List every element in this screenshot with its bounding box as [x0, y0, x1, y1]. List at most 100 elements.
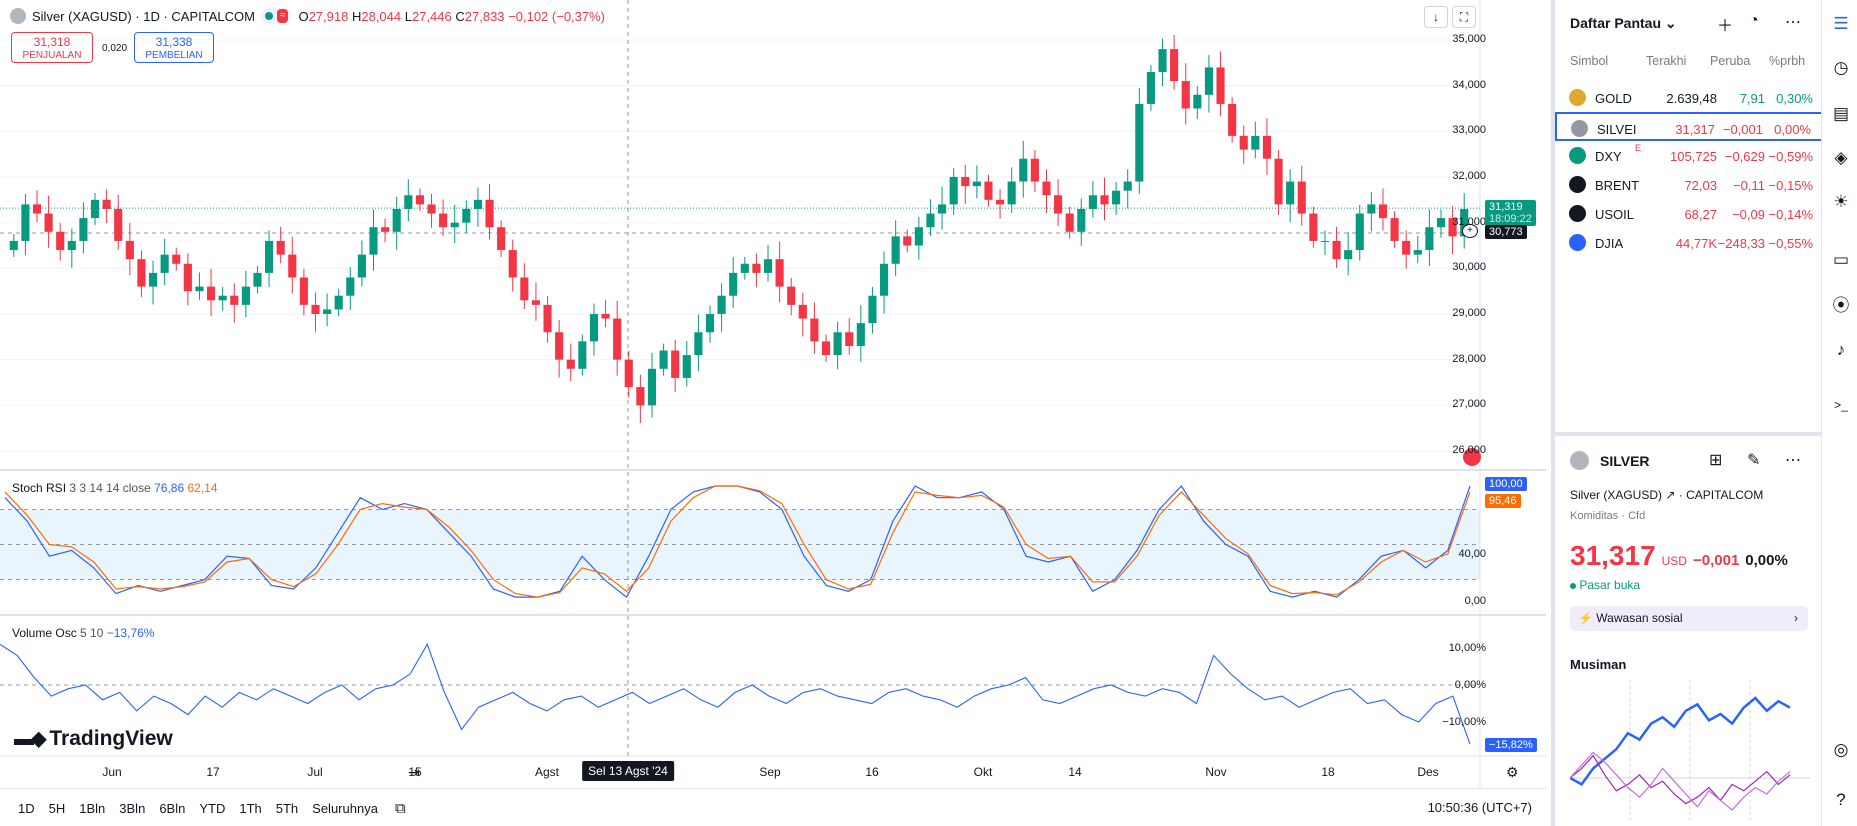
- candle: [1123, 169, 1132, 209]
- sell-price: 31,318: [33, 35, 71, 49]
- candle: [1030, 150, 1039, 193]
- seasonals-title[interactable]: Musiman: [1570, 657, 1627, 672]
- more-options-icon[interactable]: ⋯: [1785, 14, 1801, 31]
- stoch-line-d: [4, 485, 1471, 598]
- notification-bell-icon[interactable]: ♪: [1836, 340, 1846, 359]
- candle: [1286, 169, 1295, 223]
- watchlist-icon[interactable]: ☰: [1833, 14, 1849, 33]
- col-pct[interactable]: %prbh: [1769, 54, 1806, 68]
- social-insights-button[interactable]: ⚡ Wawasan sosial ›: [1570, 606, 1808, 631]
- chat-icon[interactable]: ▭: [1832, 250, 1850, 269]
- ideas-bulb-icon[interactable]: ☀: [1833, 192, 1849, 211]
- candle: [32, 190, 42, 223]
- row-change: −0,09: [1732, 207, 1765, 222]
- chart-area[interactable]: Silver (XAGUSD) · 1D · CAPITALCOM ≈ O27,…: [0, 0, 1546, 826]
- help-icon[interactable]: ?: [1836, 790, 1846, 809]
- timeframe-ytd[interactable]: YTD: [199, 800, 226, 816]
- change-value: −0,102 (−0,37%): [508, 8, 606, 24]
- row-symbol: SILVEI: [1597, 122, 1637, 137]
- watchlist-row-gold[interactable]: GOLD 2.639,48 7,91 0,30%: [1555, 83, 1825, 112]
- watchlist-title[interactable]: Daftar Pantau ⌄: [1570, 15, 1677, 31]
- close-value: 27,833: [464, 8, 505, 24]
- details-fullname: Silver (XAGUSD) ↗ · CAPITALCOM: [1570, 488, 1764, 502]
- calendar-goto-icon[interactable]: ⇥: [408, 764, 420, 780]
- add-symbol-icon[interactable]: ＋: [1717, 18, 1734, 35]
- pine-editor-icon[interactable]: >_: [1834, 398, 1848, 412]
- right-sidebar: ☰ ◷ ▤ ◈ ☀ ▭ ⦿ ♪ >_ ◎ ?: [1821, 0, 1857, 826]
- settings-gear-icon[interactable]: ⚙: [1506, 764, 1519, 780]
- advanced-view-icon[interactable]: ◔: [1749, 12, 1759, 29]
- watchlist-row-brent[interactable]: BRENT 72,03 −0,11 −0,15%: [1555, 170, 1825, 199]
- clock-timezone[interactable]: 10:50:36 (UTC+7): [1427, 800, 1532, 815]
- data-window-icon[interactable]: ▤: [1832, 104, 1850, 123]
- alerts-clock-icon[interactable]: ◷: [1833, 58, 1849, 77]
- stream-icon[interactable]: ⦿: [1832, 296, 1850, 315]
- price-axis-label: 27,000: [1452, 398, 1486, 411]
- tradingview-logo[interactable]: ▬◆ TradingView: [14, 726, 173, 751]
- col-last[interactable]: Terakhi: [1646, 54, 1687, 68]
- col-symbol[interactable]: Simbol: [1570, 54, 1609, 68]
- candle: [613, 300, 622, 376]
- timeframe-seluruhnya[interactable]: Seluruhnya: [312, 800, 378, 816]
- candle: [334, 288, 343, 317]
- edit-note-icon[interactable]: ✎: [1747, 452, 1761, 469]
- stoch-legend: Stoch RSI 3 3 14 14 close 76,86 62,14: [12, 481, 218, 495]
- candle: [1181, 63, 1190, 125]
- candle: [1355, 204, 1364, 261]
- candle: [288, 236, 297, 294]
- watchlist-row-dxy[interactable]: DXY E 105,725 −0,629 −0,59%: [1555, 141, 1825, 170]
- price-axis-label: 28,000: [1452, 352, 1486, 365]
- lightning-icon: ⚡: [1578, 611, 1593, 625]
- add-alert-icon[interactable]: +: [1462, 224, 1478, 238]
- chevron-right-icon: ›: [1794, 611, 1798, 625]
- timeframe-1th[interactable]: 1Th: [239, 800, 262, 816]
- time-axis-label: Sep: [759, 765, 781, 779]
- dollar-icon: [1569, 147, 1586, 164]
- price-axis-label: 35,000: [1452, 33, 1486, 45]
- more-options-icon[interactable]: ⋯: [1785, 452, 1801, 469]
- candle: [996, 189, 1005, 219]
- chart-canvas[interactable]: [0, 0, 1546, 826]
- timeframe-1bln[interactable]: 1Bln: [79, 800, 106, 816]
- details-symbol[interactable]: SILVER: [1600, 453, 1650, 469]
- timeframe-6bln[interactable]: 6Bln: [159, 800, 186, 816]
- col-change[interactable]: Peruba: [1710, 54, 1751, 68]
- watchlist-row-djia[interactable]: DJIA 44,77K −248,33 −0,55%: [1555, 228, 1825, 257]
- row-change: 7,91: [1739, 91, 1765, 106]
- candle: [531, 282, 541, 321]
- download-icon[interactable]: ↓: [1424, 6, 1448, 28]
- watchlist-row-silvei[interactable]: SILVEI 31,317 −0,001 0,00%: [1555, 112, 1825, 141]
- symbol-legend: Silver (XAGUSD) · 1D · CAPITALCOM ≈ O27,…: [10, 8, 605, 24]
- oil-drop-icon: [1569, 176, 1586, 193]
- external-link-icon[interactable]: ↗: [1665, 488, 1676, 502]
- candle: [1077, 198, 1086, 246]
- symbol-title[interactable]: Silver (XAGUSD) · 1D · CAPITALCOM: [32, 8, 255, 24]
- market-status-pill[interactable]: ≈: [260, 8, 293, 24]
- watchlist-row-usoil[interactable]: USOIL 68,27 −0,09 −0,14%: [1555, 199, 1825, 228]
- timeframe-5h[interactable]: 5H: [48, 800, 66, 816]
- row-symbol: DJIA: [1595, 236, 1624, 251]
- approx-badge: ≈: [276, 9, 289, 23]
- row-change: −248,33: [1717, 236, 1765, 251]
- timeframe-1d[interactable]: 1D: [18, 800, 35, 816]
- candle: [265, 230, 274, 288]
- volume-osc-value: −13,76%: [106, 626, 155, 640]
- target-icon[interactable]: ◎: [1833, 740, 1849, 759]
- timeframe-5th[interactable]: 5Th: [275, 800, 299, 816]
- candle: [381, 218, 390, 243]
- candle: [1135, 87, 1144, 194]
- fullscreen-icon[interactable]: ⛶: [1452, 6, 1476, 28]
- timeframe-3bln[interactable]: 3Bln: [119, 800, 146, 816]
- layers-icon[interactable]: ◈: [1834, 148, 1848, 167]
- buy-button[interactable]: 31,338 PEMBELIAN: [134, 32, 214, 63]
- candle: [1239, 125, 1248, 164]
- grid-layout-icon[interactable]: ⊞: [1709, 452, 1723, 469]
- candle: [914, 216, 923, 260]
- volume-osc-legend: Volume Osc 5 10 −13,76%: [12, 626, 155, 640]
- us-flag-icon[interactable]: [1463, 448, 1481, 466]
- sell-button[interactable]: 31,318 PENJUALAN: [11, 32, 93, 63]
- compare-date-range-icon[interactable]: ⧉: [394, 799, 406, 817]
- row-change: −0,629: [1724, 149, 1765, 164]
- seasonals-chart[interactable]: [1570, 680, 1810, 820]
- row-change: −0,001: [1722, 122, 1763, 137]
